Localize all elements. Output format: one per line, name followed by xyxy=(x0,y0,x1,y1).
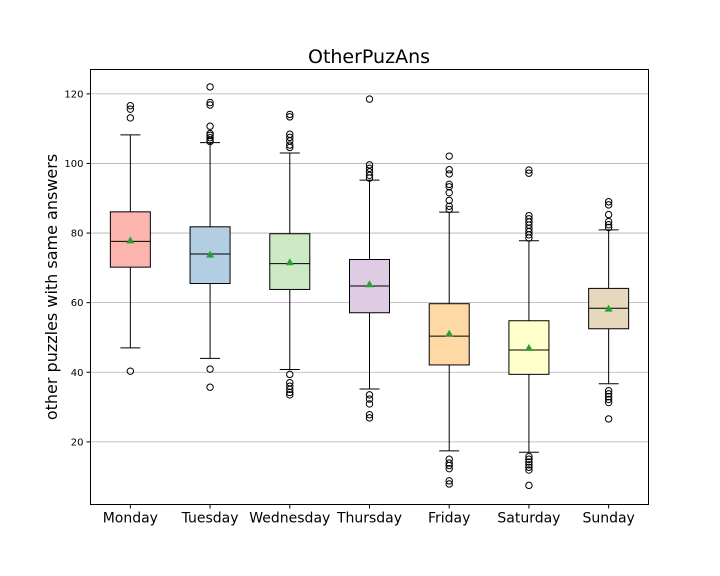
outlier-point xyxy=(206,365,214,373)
x-tick-label: Friday xyxy=(428,511,470,527)
outlier-point xyxy=(206,134,214,142)
outlier-point xyxy=(445,477,453,485)
outlier-point xyxy=(604,387,613,395)
outlier-point xyxy=(126,101,135,110)
x-tick-label: Sunday xyxy=(582,511,634,527)
chart-title: OtherPuzAns xyxy=(308,46,430,68)
box-monday xyxy=(109,101,151,375)
outlier-point xyxy=(525,463,533,471)
outlier-point xyxy=(445,459,453,467)
outlier-point xyxy=(286,382,294,390)
outlier-point xyxy=(286,370,294,379)
x-axis-ticks: Monday Tuesday Wednesday Thursday Friday Satu… xyxy=(103,504,635,527)
x-tick-label: Saturday xyxy=(497,511,560,527)
outlier-point xyxy=(525,466,533,474)
x-tick-label: Tuesday xyxy=(181,511,239,527)
outlier-point xyxy=(206,383,214,391)
iqr-box xyxy=(269,233,311,290)
outlier-point xyxy=(286,391,294,399)
outlier-point xyxy=(604,221,613,229)
outlier-point xyxy=(365,161,374,169)
outlier-point xyxy=(445,166,453,174)
y-tick-label: 60 xyxy=(71,298,84,309)
outlier-point xyxy=(365,391,374,399)
y-axis-label: other puzzles with same answers xyxy=(42,154,61,420)
outlier-point xyxy=(525,481,533,490)
outlier-point xyxy=(365,395,374,403)
mean-marker xyxy=(445,329,454,337)
y-tick-label: 20 xyxy=(71,437,84,448)
x-tick-label: Thursday xyxy=(336,511,402,527)
y-axis-ticks: 20 40 60 80 100 120 xyxy=(64,89,91,448)
outlier-point xyxy=(445,464,453,473)
mean-marker xyxy=(365,280,374,288)
mean-marker xyxy=(285,258,294,266)
outlier-point xyxy=(604,201,613,209)
outlier-point xyxy=(206,129,214,138)
outlier-point xyxy=(206,101,214,109)
y-tick-label: 100 xyxy=(64,159,83,170)
outlier-point xyxy=(445,183,453,191)
outlier-point xyxy=(286,141,294,149)
outlier-point xyxy=(525,166,533,174)
outlier-point xyxy=(445,205,453,214)
box-tuesday xyxy=(189,83,231,391)
outlier-point xyxy=(525,452,533,461)
box-saturday xyxy=(508,166,550,490)
mean-marker xyxy=(206,250,215,258)
boxes-layer xyxy=(109,83,630,490)
outlier-point xyxy=(286,113,294,121)
mean-marker xyxy=(524,343,533,351)
outlier-point xyxy=(525,455,533,463)
outlier-point xyxy=(604,415,613,423)
y-tick-label: 80 xyxy=(71,229,84,240)
outlier-point xyxy=(445,455,453,463)
outlier-point xyxy=(604,210,613,219)
outlier-point xyxy=(286,133,294,142)
outlier-point xyxy=(286,379,294,387)
outlier-point xyxy=(206,83,214,91)
outlier-point xyxy=(525,461,533,469)
outlier-point xyxy=(604,395,613,404)
box-friday xyxy=(428,152,470,488)
outlier-point xyxy=(365,171,374,179)
outlier-point xyxy=(525,215,533,223)
outlier-point xyxy=(604,390,613,398)
mean-marker xyxy=(126,236,135,244)
outlier-point xyxy=(445,152,453,160)
outlier-point xyxy=(126,367,135,375)
outlier-point xyxy=(126,114,135,122)
outlier-point xyxy=(286,110,294,119)
outlier-point xyxy=(206,98,214,107)
outlier-point xyxy=(445,180,453,189)
outlier-point xyxy=(604,217,613,226)
outlier-point xyxy=(445,480,453,488)
box-sunday xyxy=(588,198,630,423)
outlier-point xyxy=(525,169,533,177)
outlier-point xyxy=(365,95,374,103)
box-thursday xyxy=(349,95,390,422)
outlier-point xyxy=(365,164,374,173)
x-tick-label: Wednesday xyxy=(249,511,330,527)
outlier-point xyxy=(365,414,374,422)
outlier-point xyxy=(206,122,214,130)
outlier-point xyxy=(525,458,533,466)
outlier-point xyxy=(126,105,135,113)
outlier-point xyxy=(445,196,453,205)
outlier-point xyxy=(445,170,453,178)
outlier-point xyxy=(365,411,374,419)
outlier-point xyxy=(286,130,294,138)
outlier-point xyxy=(525,211,533,220)
outlier-point xyxy=(604,198,613,206)
outlier-point xyxy=(365,168,374,176)
y-tick-label: 120 xyxy=(64,89,83,100)
mean-marker xyxy=(604,304,613,312)
box-wednesday xyxy=(269,110,311,399)
outlier-point xyxy=(365,400,374,408)
x-tick-label: Monday xyxy=(103,511,158,527)
y-tick-label: 40 xyxy=(71,368,84,379)
